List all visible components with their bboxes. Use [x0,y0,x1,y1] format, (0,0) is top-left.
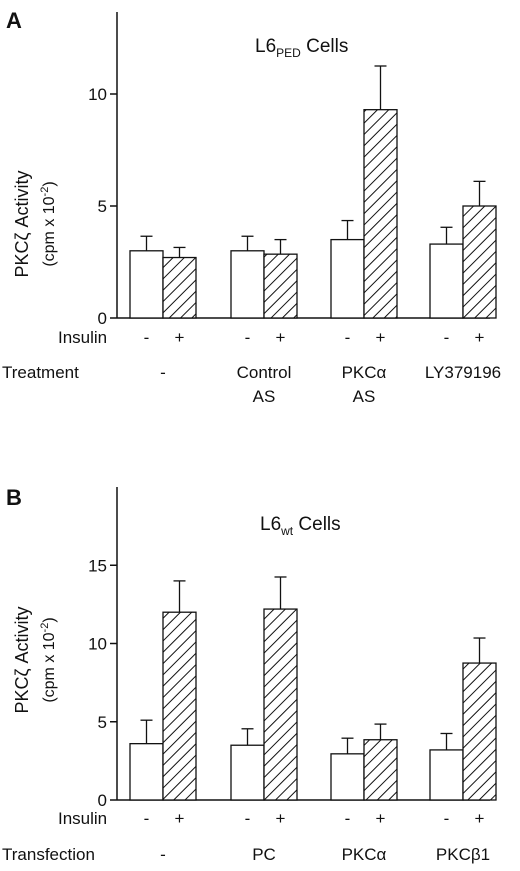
bar-insulin-minus [330,238,365,319]
treatment-row-label: Treatment [2,363,79,382]
category-label: LY379196 [425,363,501,382]
insulin-sign: + [175,809,185,828]
y-units-exponent: -2 [39,187,51,197]
insulin-sign: + [376,328,386,347]
y-units-exponent: -2 [39,623,51,633]
bar-insulin-minus [129,743,164,801]
category-label: PKCα [342,363,387,382]
y-tick-label: 5 [98,713,107,732]
bar-insulin-plus [363,739,398,801]
y-units-close: ) [41,617,58,622]
panel-b: B L6wt Cells PKCζ Activity (cpm x 10-2) 0 5 10… [2,485,497,864]
title-main: L6 [260,514,281,535]
panel-letter: B [6,485,22,510]
category-label: PKCα [342,845,387,864]
category-label: Control [237,363,292,382]
category-label-line2: AS [253,387,276,406]
category-label-line2: AS [353,387,376,406]
title-rest: Cells [301,36,349,57]
insulin-sign: + [475,809,485,828]
y-units-close: ) [41,181,58,186]
insulin-sign: + [276,328,286,347]
insulin-row-label: Insulin [58,809,107,828]
title-rest: Cells [293,514,341,535]
title-subscript: wt [280,524,294,538]
y-axis-label: PKCζ Activity [12,607,32,714]
insulin-sign: + [276,809,286,828]
insulin-sign: - [245,328,251,347]
y-tick-label: 15 [88,556,107,575]
title-main: L6 [255,36,276,57]
insulin-row-label: Insulin [58,328,107,347]
y-axis-label: PKCζ Activity [12,171,32,278]
y-units-base: (cpm x 10 [41,632,58,702]
bar-insulin-minus [429,243,464,319]
bar-insulin-plus [462,205,497,319]
panel-a: A L6PED Cells PKCζ Activity (cpm x 10-2) 0 5 1… [2,8,501,406]
bar-insulin-plus [263,253,298,319]
y-units-base: (cpm x 10 [41,196,58,266]
title-subscript: PED [276,46,301,60]
bar-insulin-minus [129,250,164,319]
y-tick-label: 5 [98,197,107,216]
insulin-sign: - [345,809,351,828]
bar-insulin-minus [230,250,265,319]
insulin-sign: + [376,809,386,828]
bar-insulin-minus [429,749,464,801]
insulin-sign: + [175,328,185,347]
y-tick-label: 10 [88,85,107,104]
bar-insulin-minus [230,744,265,801]
category-label: PKCβ1 [436,845,490,864]
y-axis-units: (cpm x 10-2) [39,181,58,266]
insulin-sign: - [444,328,450,347]
bar-insulin-plus [162,611,197,801]
insulin-sign: - [144,809,150,828]
bar-insulin-plus [162,256,197,319]
chart-title: L6PED Cells [255,36,348,60]
category-label: - [160,363,166,382]
treatment-row-label: Transfection [2,845,95,864]
insulin-sign: - [444,809,450,828]
insulin-sign: + [475,328,485,347]
y-tick-label: 0 [98,791,107,810]
panel-letter: A [6,8,22,33]
category-label: - [160,845,166,864]
y-tick-label: 0 [98,309,107,328]
bar-insulin-minus [330,753,365,801]
y-axis-units: (cpm x 10-2) [39,617,58,702]
category-label: PC [252,845,276,864]
insulin-sign: - [144,328,150,347]
y-tick-label: 10 [88,635,107,654]
insulin-sign: - [245,809,251,828]
chart-title: L6wt Cells [260,514,341,538]
bar-insulin-plus [363,109,398,319]
bar-insulin-plus [263,608,298,801]
insulin-sign: - [345,328,351,347]
bar-insulin-plus [462,662,497,801]
